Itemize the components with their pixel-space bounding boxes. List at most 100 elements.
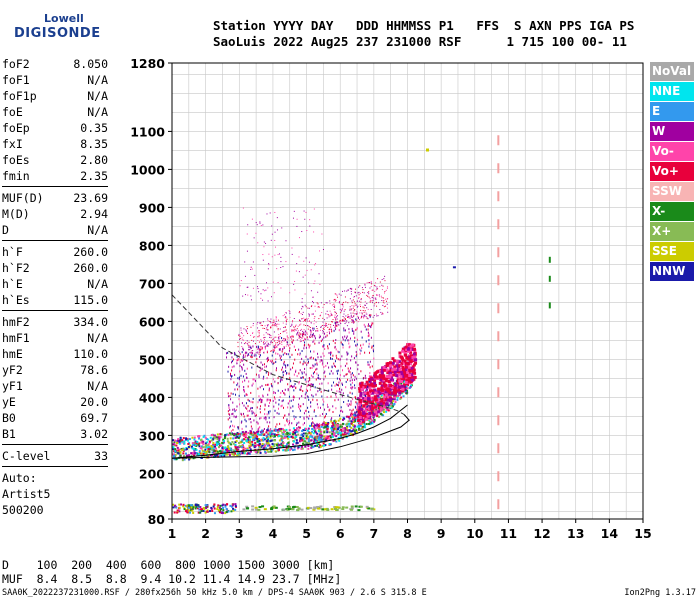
echo-point — [358, 372, 360, 375]
echo-point — [337, 350, 339, 353]
echo-point — [243, 343, 245, 345]
echo-point — [368, 323, 370, 326]
echo-point — [373, 395, 377, 399]
echo-point — [303, 422, 305, 425]
echo-point — [359, 348, 361, 351]
echo-point — [310, 333, 312, 336]
echo-point — [366, 303, 368, 305]
echo-point — [408, 362, 412, 366]
echo-point — [381, 289, 383, 291]
echo-point — [335, 383, 337, 386]
echo-point — [271, 233, 273, 235]
echo-point — [293, 330, 295, 332]
echo-point — [264, 336, 266, 338]
echo-point — [211, 451, 214, 454]
echo-point — [375, 313, 377, 315]
echo-point — [384, 383, 388, 387]
echo-point — [338, 439, 341, 442]
echo-point — [319, 437, 322, 440]
echo-point — [364, 304, 366, 306]
echo-point — [385, 289, 387, 291]
echo-point — [311, 300, 313, 302]
echo-point — [368, 293, 370, 295]
echo-point — [267, 450, 270, 453]
echo-point — [393, 365, 397, 369]
echo-point — [351, 392, 353, 395]
echo-point — [338, 293, 340, 295]
echo-point — [232, 424, 234, 427]
echo-point — [215, 452, 218, 455]
echo-point — [252, 436, 255, 439]
echo-point — [312, 296, 314, 298]
header-line-2: SaoLuis 2022 Aug25 237 231000 RSF 1 715 … — [213, 34, 627, 49]
echo-point — [402, 370, 406, 374]
echo-point — [294, 383, 296, 386]
echo-point — [185, 437, 188, 440]
echo-point — [289, 385, 291, 388]
echo-point — [301, 372, 303, 375]
echo-point — [262, 436, 265, 439]
echo-point — [241, 346, 243, 348]
echo-point — [404, 353, 408, 357]
echo-point — [264, 290, 266, 292]
echo-point — [201, 453, 204, 456]
echo-point — [314, 310, 316, 312]
echo-point — [360, 306, 362, 308]
echo-point — [285, 312, 287, 314]
echo-point — [265, 384, 267, 387]
echo-point — [326, 437, 329, 440]
echo-point — [330, 312, 332, 314]
echo-point — [391, 386, 395, 390]
echo-point — [346, 320, 348, 322]
echo-point — [216, 450, 219, 453]
echo-point — [250, 391, 252, 394]
echo-point — [325, 322, 327, 324]
echo-point — [242, 347, 244, 350]
echo-point — [351, 409, 353, 412]
echo-point — [342, 344, 344, 347]
echo-point — [307, 438, 310, 441]
echo-point — [290, 435, 293, 438]
echo-point — [342, 346, 344, 349]
echo-point — [274, 347, 276, 349]
echo-point — [183, 448, 186, 451]
echo-point — [358, 389, 362, 393]
echo-point — [378, 375, 382, 379]
echo-point — [300, 336, 302, 338]
echo-point — [275, 324, 277, 326]
echo-point — [272, 351, 274, 354]
echo-point — [382, 401, 386, 405]
echo-point — [399, 375, 403, 379]
echo-point — [287, 506, 291, 509]
echo-point — [334, 298, 336, 300]
echo-point — [373, 409, 376, 412]
echo-point — [363, 307, 365, 309]
echo-point — [210, 448, 213, 451]
echo-point — [291, 508, 295, 511]
echo-point — [281, 437, 284, 440]
echo-point — [275, 320, 277, 322]
echo-point — [364, 374, 366, 377]
echo-point — [318, 273, 320, 275]
echo-point — [196, 504, 199, 507]
echo-point — [266, 344, 268, 347]
echo-point — [350, 290, 352, 292]
echo-point — [294, 281, 296, 283]
echo-point — [402, 372, 406, 376]
echo-point — [278, 412, 280, 415]
echo-point — [264, 325, 266, 327]
echo-point — [322, 345, 324, 348]
echo-point — [335, 407, 337, 410]
echo-point — [285, 323, 287, 325]
echo-point — [248, 418, 250, 421]
param-value: 23.69 — [73, 191, 108, 205]
echo-point — [262, 430, 265, 433]
echo-point — [370, 336, 372, 339]
echo-point — [377, 288, 379, 290]
echo-point — [236, 362, 238, 364]
echo-point — [340, 294, 342, 296]
echo-point — [315, 437, 318, 440]
echo-point — [270, 239, 272, 241]
echo-point — [384, 393, 388, 397]
echo-point — [286, 419, 288, 422]
